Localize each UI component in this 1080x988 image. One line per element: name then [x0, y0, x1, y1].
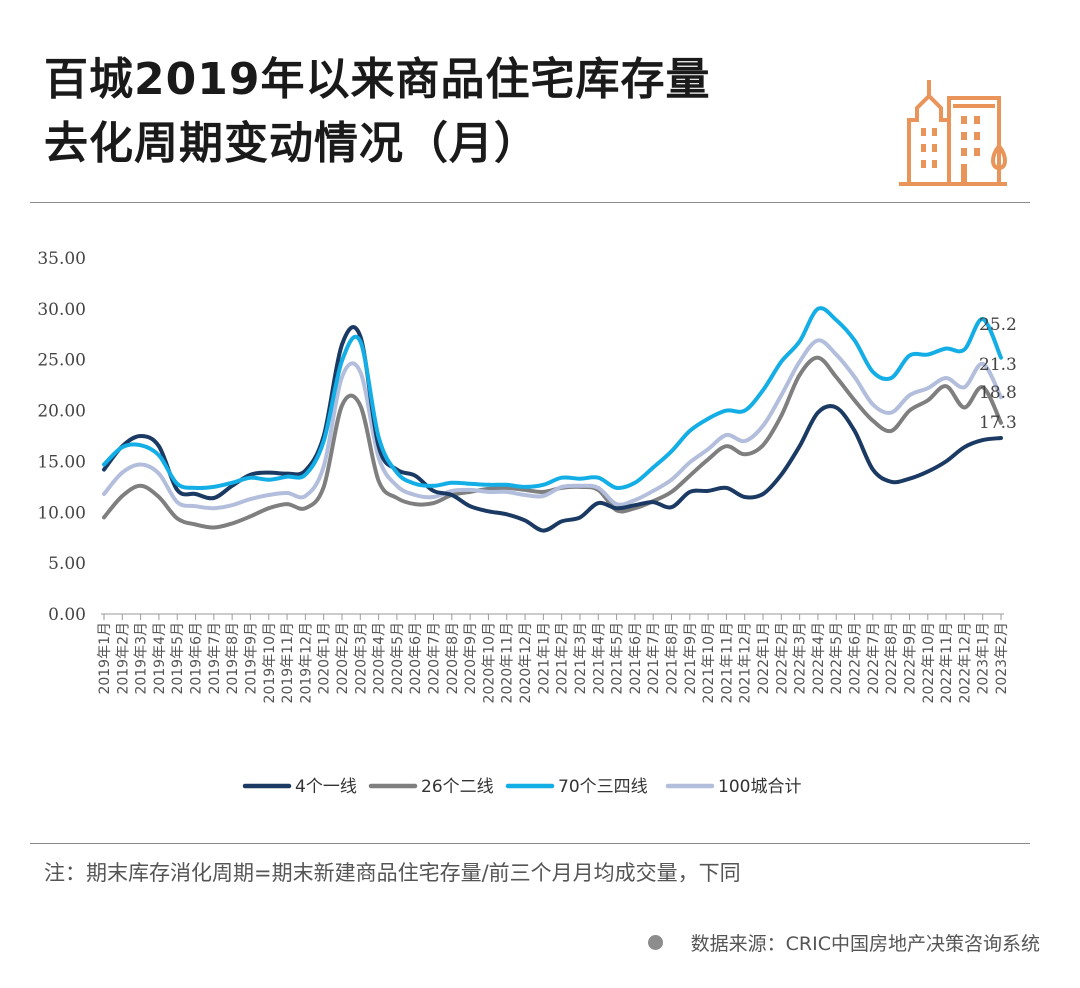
x-tick-label: 2019年9月 — [243, 622, 259, 695]
x-tick-label: 2019年5月 — [170, 622, 186, 695]
x-tick-label: 2019年3月 — [134, 622, 150, 695]
x-tick-label: 2021年11月 — [719, 622, 735, 703]
x-tick-label: 2022年6月 — [848, 622, 864, 695]
bottom-divider — [30, 843, 1030, 844]
x-tick-label: 2019年1月 — [97, 622, 113, 695]
x-tick-label: 2021年12月 — [738, 622, 754, 703]
x-tick-label: 2020年7月 — [427, 622, 443, 695]
x-tick-label: 2021年4月 — [591, 622, 607, 695]
x-tick-label: 2020年5月 — [390, 622, 406, 695]
x-tick-label: 2019年12月 — [298, 622, 314, 703]
legend-label: 70个三四线 — [558, 777, 648, 797]
x-tick-label: 2019年8月 — [225, 622, 241, 695]
x-tick-label: 2019年4月 — [152, 622, 168, 695]
legend-label: 4个一线 — [295, 777, 357, 797]
end-data-label: 25.2 — [979, 315, 1017, 335]
x-tick-label: 2022年10月 — [921, 622, 937, 703]
legend-label: 100城合计 — [718, 777, 801, 797]
bullet-icon — [647, 935, 663, 950]
x-tick-label: 2019年11月 — [280, 622, 296, 703]
x-tick-label: 2021年5月 — [610, 622, 626, 695]
x-tick-label: 2022年3月 — [793, 622, 809, 695]
x-tick-label: 2022年2月 — [774, 622, 790, 695]
page-title: 百城2019年以来商品住宅库存量 去化周期变动情况（月） — [44, 48, 864, 176]
x-tick-label: 2022年5月 — [829, 622, 845, 695]
x-tick-label: 2021年7月 — [646, 622, 662, 695]
x-tick-label: 2020年6月 — [408, 622, 424, 695]
x-tick-label: 2020年4月 — [372, 622, 388, 695]
y-tick-label: 30.00 — [37, 300, 86, 320]
x-tick-label: 2022年9月 — [902, 622, 918, 695]
series-line-3 — [102, 306, 1003, 491]
x-tick-label: 2020年11月 — [500, 622, 516, 703]
x-tick-label: 2022年7月 — [866, 622, 882, 695]
x-tick-label: 2020年2月 — [335, 622, 351, 695]
x-tick-label: 2020年12月 — [518, 622, 534, 703]
series-line-2 — [102, 355, 1003, 530]
x-tick-label: 2021年1月 — [536, 622, 552, 695]
x-tick-label: 2020年10月 — [481, 622, 497, 703]
x-tick-label: 2020年8月 — [445, 622, 461, 695]
y-tick-label: 10.00 — [37, 503, 86, 523]
footnote: 注：期末库存消化周期=期末新建商品住宅存量/前三个月月均成交量，下同 — [44, 861, 741, 885]
y-tick-label: 0.00 — [48, 605, 86, 625]
x-tick-label: 2021年8月 — [664, 622, 680, 695]
data-source: 数据来源：CRIC中国房地产决策咨询系统 — [647, 929, 1040, 956]
x-tick-label: 2022年12月 — [957, 622, 973, 703]
x-tick-label: 2023年1月 — [976, 622, 992, 695]
x-tick-label: 2019年6月 — [189, 622, 205, 695]
legend-label: 26个二线 — [421, 777, 494, 797]
end-data-label: 21.3 — [979, 355, 1017, 375]
x-tick-label: 2022年4月 — [811, 622, 827, 695]
top-divider — [30, 202, 1030, 203]
data-source-text: 数据来源：CRIC中国房地产决策咨询系统 — [690, 933, 1040, 955]
x-tick-label: 2023年2月 — [994, 622, 1010, 695]
end-data-label: 18.8 — [979, 383, 1017, 403]
y-tick-label: 20.00 — [37, 402, 86, 422]
y-tick-label: 5.00 — [48, 554, 86, 574]
x-tick-label: 2021年3月 — [573, 622, 589, 695]
series-line-1 — [102, 325, 1003, 533]
x-tick-label: 2020年3月 — [353, 622, 369, 695]
x-tick-label: 2021年10月 — [701, 622, 717, 703]
x-tick-label: 2022年1月 — [756, 622, 772, 695]
x-tick-label: 2021年9月 — [683, 622, 699, 695]
y-tick-label: 35.00 — [37, 249, 86, 269]
end-data-label: 17.3 — [979, 413, 1017, 433]
x-tick-label: 2020年1月 — [317, 622, 333, 695]
x-tick-label: 2021年6月 — [628, 622, 644, 695]
y-tick-label: 15.00 — [37, 452, 86, 472]
x-tick-label: 2022年8月 — [884, 622, 900, 695]
y-tick-label: 25.00 — [37, 351, 86, 371]
x-tick-label: 2020年9月 — [463, 622, 479, 695]
x-tick-label: 2021年2月 — [555, 622, 571, 695]
title-line-1: 百城2019年以来商品住宅库存量 — [44, 54, 711, 105]
building-icon — [899, 80, 1007, 186]
series-line-4 — [102, 338, 1003, 511]
x-tick-label: 2019年10月 — [262, 622, 278, 703]
x-tick-label: 2022年11月 — [939, 622, 955, 703]
x-tick-label: 2019年7月 — [207, 622, 223, 695]
title-line-2: 去化周期变动情况（月） — [44, 118, 539, 169]
x-tick-label: 2019年2月 — [115, 622, 131, 695]
